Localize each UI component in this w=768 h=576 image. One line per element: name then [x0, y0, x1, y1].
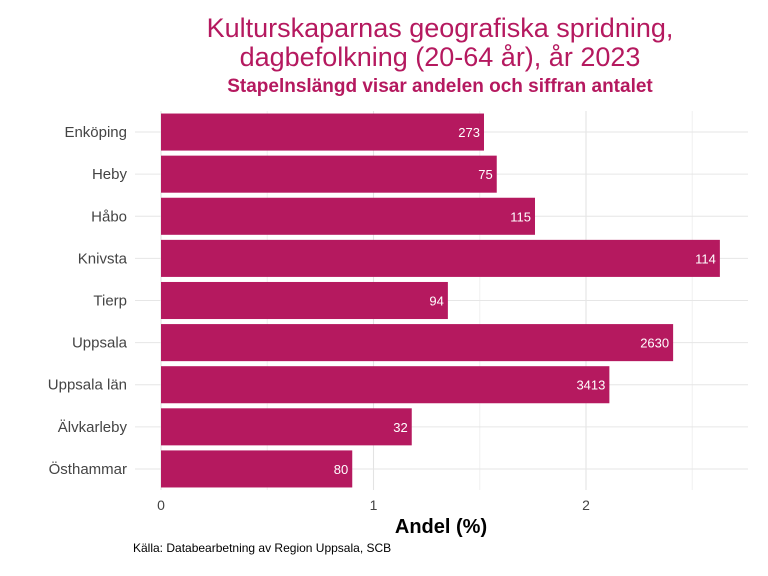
x-tick-label: 0: [157, 497, 165, 513]
y-tick-label: Tierp: [93, 293, 127, 310]
bar-data-label: 3413: [576, 378, 605, 393]
bar-data-label: 75: [478, 167, 492, 182]
bars: [161, 113, 720, 488]
bar: [161, 281, 448, 320]
y-tick-labels: Enköping Heby Håbo Knivsta Tierp Uppsala Uppsa…: [48, 124, 128, 478]
y-tick-label: Heby: [92, 166, 128, 183]
y-tick-label: Uppsala: [72, 335, 128, 352]
source-note: Källa: Databearbetning av Region Uppsala…: [133, 541, 392, 555]
y-tick-label: Enköping: [64, 124, 127, 141]
y-tick-label: Älvkarleby: [58, 419, 128, 436]
bar: [161, 450, 353, 488]
bar: [161, 408, 412, 446]
bar: [161, 197, 535, 235]
x-tick-label: 1: [370, 497, 378, 513]
bar: [161, 366, 610, 404]
chart-title-line1: Kulturskaparnas geografiska spridning,: [206, 13, 674, 43]
bar: [161, 324, 674, 362]
bar-labels: 273 75 115 114 94 2630 3413 32 80: [334, 125, 716, 477]
bar-data-label: 115: [510, 209, 531, 224]
chart-subtitle: Stapelnslängd visar andelen och siffran …: [227, 76, 653, 97]
bar: [161, 113, 484, 151]
bar-data-label: 94: [429, 294, 443, 309]
bar-data-label: 80: [334, 462, 348, 477]
y-tick-label: Håbo: [91, 208, 127, 225]
bar: [161, 155, 497, 193]
x-tick-label: 2: [582, 497, 590, 513]
bar-data-label: 114: [695, 251, 716, 266]
chart-title-line2: dagbefolkning (20-64 år), år 2023: [239, 42, 641, 72]
x-tick-labels: 0 1 2: [157, 497, 590, 513]
y-tick-label: Östhammar: [49, 460, 127, 478]
y-tick-label: Uppsala län: [48, 377, 127, 394]
y-tick-label: Knivsta: [78, 250, 128, 267]
bar-data-label: 32: [393, 420, 407, 435]
bar-data-label: 2630: [640, 336, 669, 351]
x-axis-label: Andel (%): [395, 516, 487, 538]
bar-data-label: 273: [458, 125, 480, 140]
bar: [161, 239, 720, 277]
